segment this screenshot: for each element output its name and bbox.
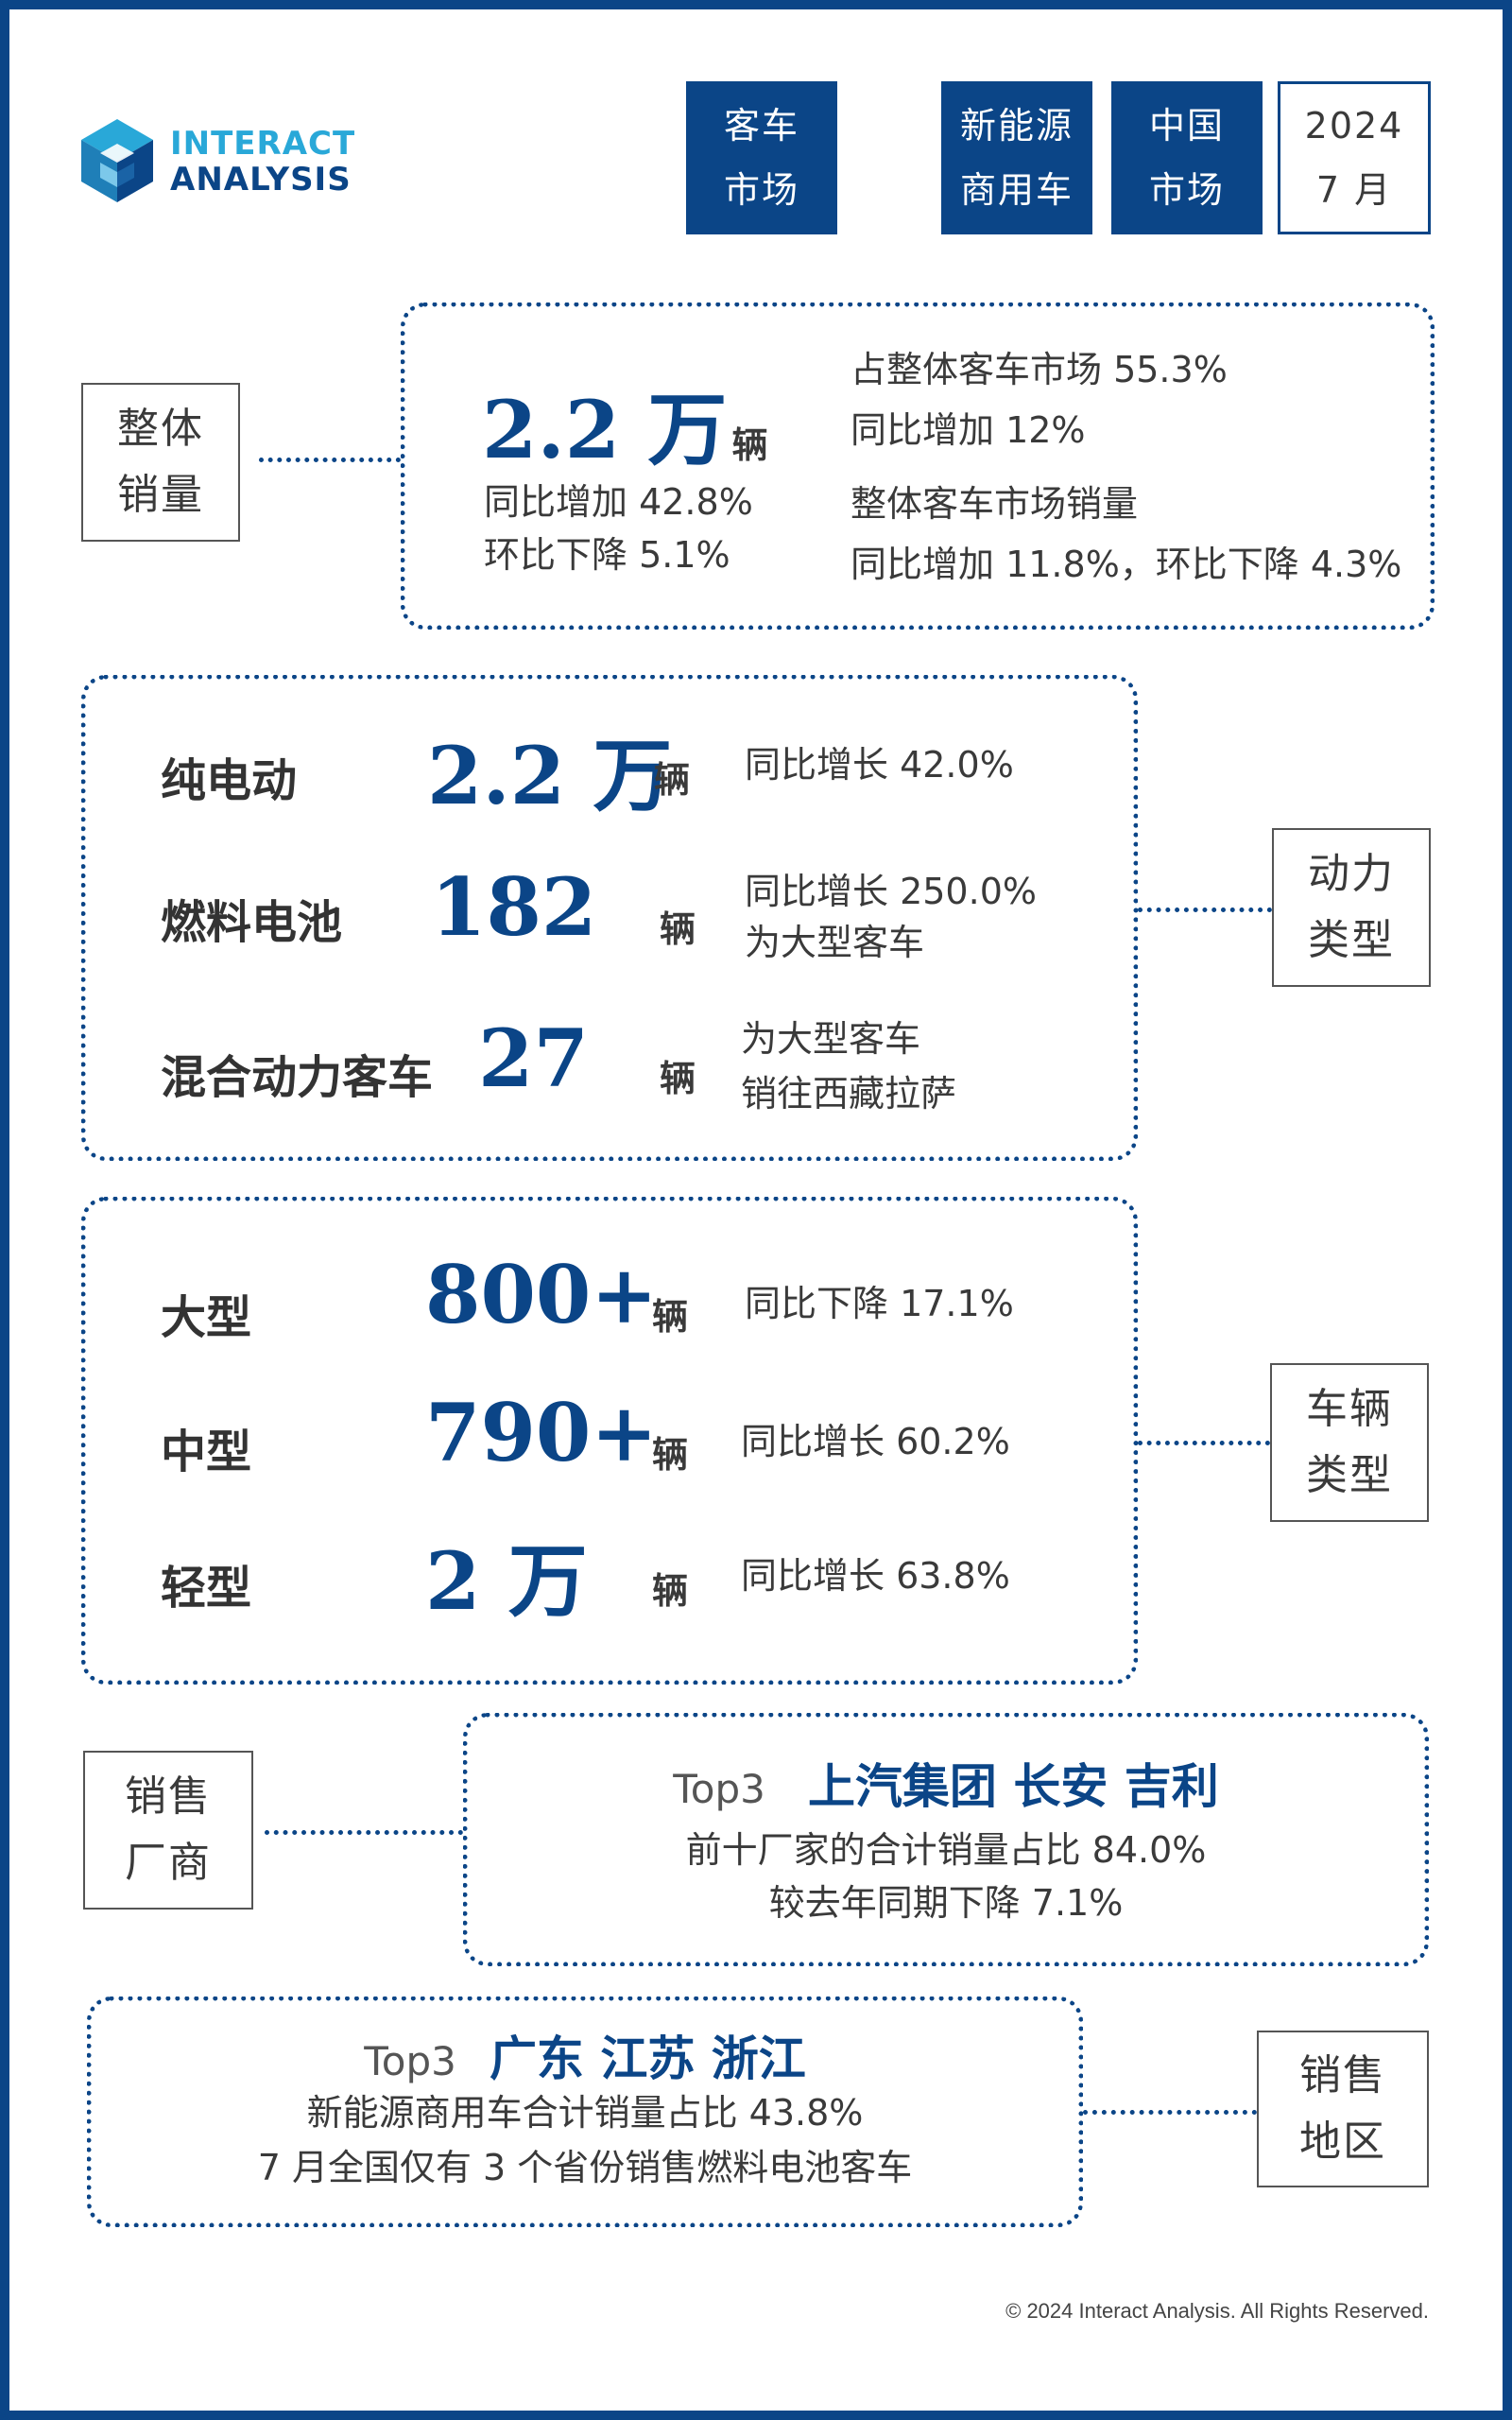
tag-month: 7 月 — [1315, 169, 1393, 211]
power-unit-fcev: 辆 — [660, 908, 696, 950]
power-unit-bev: 辆 — [654, 758, 691, 801]
tag-line2: 市场 — [1148, 169, 1225, 211]
overall-share: 占整体客车市场 55.3% — [850, 349, 1228, 390]
power-name-hybrid: 混合动力客车 — [161, 1051, 434, 1104]
label-line2: 地区 — [1299, 2118, 1386, 2166]
overall-market-title: 整体客车市场销量 — [850, 483, 1139, 525]
brand-logo: INTERACT ANALYSIS — [79, 117, 363, 208]
power-value-hybrid: 27 — [478, 1011, 589, 1105]
tag-date: 2024 7 月 — [1278, 81, 1431, 234]
label-line1: 销售 — [125, 1772, 212, 1821]
power-note-hybrid-1: 为大型客车 — [741, 1018, 921, 1060]
overall-share-yoy: 同比增加 12% — [850, 409, 1086, 451]
overall-unit: 辆 — [731, 424, 768, 466]
vehicle-note-large: 同比下降 17.1% — [745, 1283, 1014, 1324]
vehicle-note-light: 同比增长 63.8% — [741, 1555, 1010, 1597]
makers-top3-label: Top3 — [673, 1766, 765, 1812]
power-name-fcev: 燃料电池 — [161, 896, 343, 949]
vehicle-name-large: 大型 — [161, 1291, 252, 1344]
connector-vehicle — [1138, 1441, 1270, 1445]
label-line2: 类型 — [1308, 916, 1395, 964]
logo-cube-icon — [81, 119, 153, 202]
power-note-hybrid-2: 销往西藏拉萨 — [741, 1073, 957, 1115]
overall-market-change: 同比增加 11.8%，环比下降 4.3% — [850, 544, 1402, 585]
label-line1: 动力 — [1308, 850, 1395, 898]
vehicle-unit-large: 辆 — [652, 1295, 689, 1338]
vehicle-note-medium: 同比增长 60.2% — [741, 1421, 1010, 1462]
regions-top3-label: Top3 — [364, 2038, 456, 2084]
overall-sales-box — [401, 302, 1435, 630]
tag-china-market: 中国 市场 — [1111, 81, 1263, 234]
power-note-fcev-1: 同比增长 250.0% — [745, 871, 1037, 912]
tag-line2: 商用车 — [959, 169, 1074, 211]
connector-makers — [265, 1830, 463, 1835]
connector-power — [1138, 908, 1272, 912]
vehicle-unit-medium: 辆 — [652, 1433, 689, 1476]
regions-top3-names: 广东 江苏 浙江 — [489, 2031, 806, 2086]
brand-name-line1: INTERACT — [170, 125, 356, 163]
regions-top3-row: Top3 广东 江苏 浙江 — [87, 2021, 1083, 2089]
vehicle-type-box — [81, 1197, 1138, 1685]
brand-name-line2: ANALYSIS — [170, 161, 352, 199]
power-type-box — [81, 675, 1138, 1161]
connector-overall — [259, 458, 401, 462]
copyright: © 2024 Interact Analysis. All Rights Res… — [1005, 2299, 1429, 2323]
vehicle-name-medium: 中型 — [161, 1426, 252, 1478]
label-line2: 销量 — [117, 471, 204, 519]
power-note-bev: 同比增长 42.0% — [745, 744, 1014, 786]
tag-line1: 客车 — [723, 105, 799, 147]
power-note-fcev-2: 为大型客车 — [745, 922, 925, 963]
sales-makers-box — [463, 1713, 1429, 1966]
regions-line2: 7 月全国仅有 3 个省份销售燃料电池客车 — [257, 2147, 913, 2188]
vehicle-value-light: 2 万 — [425, 1534, 588, 1628]
label-line1: 整体 — [117, 405, 204, 453]
tag-nev-commercial: 新能源 商用车 — [941, 81, 1092, 234]
overall-value: 2.2 万 — [482, 383, 728, 476]
power-name-bev: 纯电动 — [161, 754, 298, 807]
makers-top3-row: Top3 上汽集团 长安 吉利 — [463, 1749, 1429, 1817]
label-overall-sales: 整体 销量 — [81, 383, 240, 542]
power-value-fcev: 182 — [431, 860, 597, 954]
tag-bus-market: 客车 市场 — [686, 81, 837, 234]
connector-regions — [1083, 2110, 1257, 2115]
tag-year: 2024 — [1304, 105, 1404, 147]
label-line2: 类型 — [1306, 1451, 1393, 1499]
overall-yoy: 同比增加 42.8% — [484, 481, 753, 523]
makers-line1: 前十厂家的合计销量占比 84.0% — [685, 1829, 1207, 1871]
tag-line1: 中国 — [1148, 105, 1225, 147]
label-line2: 厂商 — [125, 1839, 212, 1887]
label-sales-makers: 销售 厂商 — [83, 1751, 253, 1910]
overall-value-row: 2.2 万 辆 — [482, 367, 768, 481]
power-unit-hybrid: 辆 — [660, 1057, 696, 1099]
tag-line1: 新能源 — [959, 105, 1074, 147]
overall-mom: 环比下降 5.1% — [484, 534, 730, 576]
tag-line2: 市场 — [723, 169, 799, 211]
vehicle-name-light: 轻型 — [161, 1562, 252, 1615]
makers-top3-names: 上汽集团 长安 吉利 — [807, 1759, 1219, 1814]
label-vehicle-type: 车辆 类型 — [1270, 1363, 1429, 1522]
power-value-bev: 2.2 万 — [427, 729, 673, 822]
regions-line1: 新能源商用车合计销量占比 43.8% — [306, 2092, 864, 2134]
label-power-type: 动力 类型 — [1272, 828, 1431, 987]
vehicle-unit-light: 辆 — [652, 1569, 689, 1612]
label-line1: 车辆 — [1306, 1385, 1393, 1433]
sales-regions-box — [87, 1996, 1083, 2227]
vehicle-value-medium: 790+ — [425, 1386, 658, 1479]
label-sales-regions: 销售 地区 — [1257, 2031, 1429, 2187]
vehicle-value-large: 800+ — [425, 1248, 658, 1341]
label-line1: 销售 — [1299, 2051, 1386, 2100]
makers-line2: 较去年同期下降 7.1% — [768, 1882, 1124, 1924]
